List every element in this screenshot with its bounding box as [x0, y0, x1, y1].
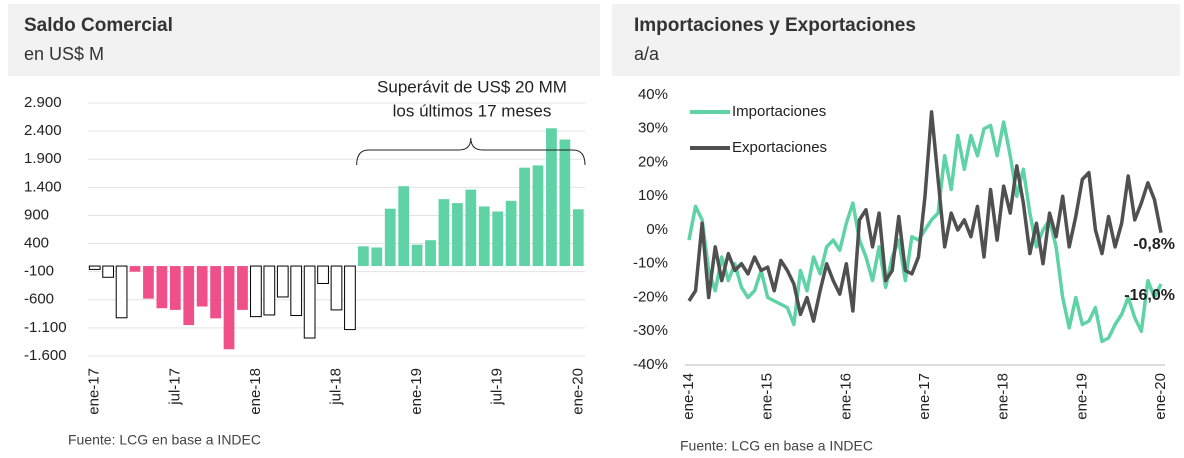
- bar: [156, 266, 168, 309]
- bar: [425, 240, 436, 267]
- x-tick-label: jul-18: [327, 368, 344, 406]
- bar: [317, 265, 329, 284]
- y-tick-label: -30%: [633, 322, 668, 339]
- annotation: Superávit de US$ 20 MM: [377, 77, 567, 96]
- y-tick-label: -20%: [633, 288, 668, 305]
- bar: [572, 209, 584, 267]
- bar: [115, 265, 128, 319]
- y-tick-label: -100: [24, 263, 54, 280]
- x-tick-label: ene-19: [1073, 373, 1090, 420]
- x-tick-label: ene-14: [680, 373, 697, 420]
- y-tick-label: 30%: [638, 120, 668, 137]
- bar: [559, 139, 571, 267]
- y-tick-label: -600: [24, 291, 54, 308]
- line-series: [687, 110, 1163, 323]
- y-tick-label: -1.100: [24, 319, 67, 336]
- bar: [169, 266, 181, 310]
- data-label: -16,0%: [1124, 287, 1175, 304]
- chart-title: Importaciones y Exportaciones: [634, 15, 916, 36]
- legend-label: Importaciones: [732, 103, 826, 120]
- x-tick-label: ene-16: [837, 373, 854, 420]
- bar: [357, 246, 369, 267]
- y-tick-label: 2.900: [24, 94, 62, 111]
- header-band: [8, 4, 600, 76]
- line-series: [687, 120, 1163, 344]
- bar: [102, 265, 115, 278]
- y-tick-label: 900: [24, 206, 49, 223]
- bar: [210, 266, 221, 319]
- x-tick-label: ene-18: [247, 368, 264, 415]
- y-tick-label: 0%: [646, 221, 668, 238]
- bar: [88, 265, 101, 270]
- bar: [330, 265, 343, 311]
- bar: [384, 208, 396, 267]
- bar: [143, 266, 154, 299]
- y-tick-label: 2.400: [24, 122, 62, 139]
- y-tick-label: 1.900: [24, 150, 62, 167]
- bar: [492, 211, 504, 267]
- x-tick-label: jul-19: [489, 368, 506, 406]
- y-tick-label: 1.400: [24, 178, 62, 195]
- bar: [344, 265, 356, 331]
- bar: [263, 265, 276, 316]
- bar: [519, 167, 530, 267]
- x-tick-label: ene-19: [408, 368, 425, 415]
- y-tick-label: -1.600: [24, 347, 67, 364]
- bar: [276, 265, 289, 298]
- x-tick-label: ene-20: [1152, 373, 1169, 420]
- bar: [237, 266, 248, 310]
- annotation-brace: [356, 137, 586, 166]
- chart-title: Saldo Comercial: [24, 15, 173, 36]
- legend-label: Exportaciones: [732, 139, 827, 156]
- bar: [452, 203, 463, 267]
- chart-subtitle: a/a: [634, 44, 660, 64]
- x-tick-label: ene-20: [569, 368, 586, 415]
- bar: [505, 200, 517, 267]
- bar: [196, 266, 208, 307]
- bar: [411, 244, 423, 267]
- data-label: -0,8%: [1133, 236, 1175, 253]
- y-tick-label: -10%: [633, 255, 668, 272]
- x-tick-label: ene-15: [759, 373, 776, 420]
- source: Fuente: LCG en base a INDEC: [680, 438, 873, 454]
- y-tick-label: -40%: [633, 356, 668, 373]
- bar: [129, 266, 141, 272]
- bar: [438, 199, 450, 267]
- bar: [223, 266, 235, 350]
- chart-subtitle: en US$ M: [24, 44, 104, 64]
- bar: [371, 247, 383, 267]
- x-tick-label: ene-18: [995, 373, 1012, 420]
- y-tick-label: 10%: [638, 187, 668, 204]
- x-tick-label: ene-17: [916, 373, 933, 420]
- bar: [465, 189, 477, 267]
- y-tick-label: 20%: [638, 153, 668, 170]
- bar: [546, 128, 557, 267]
- bar: [303, 265, 316, 339]
- bar: [290, 265, 303, 317]
- bar: [250, 265, 262, 318]
- bar: [398, 186, 410, 267]
- annotation: los últimos 17 meses: [393, 101, 552, 120]
- y-tick-label: 40%: [638, 86, 668, 103]
- x-tick-label: jul-17: [166, 368, 183, 406]
- bar: [532, 165, 544, 267]
- x-tick-label: ene-17: [86, 368, 103, 415]
- y-tick-label: 400: [24, 235, 49, 252]
- header-band: [612, 4, 1180, 76]
- source: Fuente: LCG en base a INDEC: [68, 432, 261, 448]
- bar: [478, 206, 490, 267]
- bar: [183, 266, 195, 326]
